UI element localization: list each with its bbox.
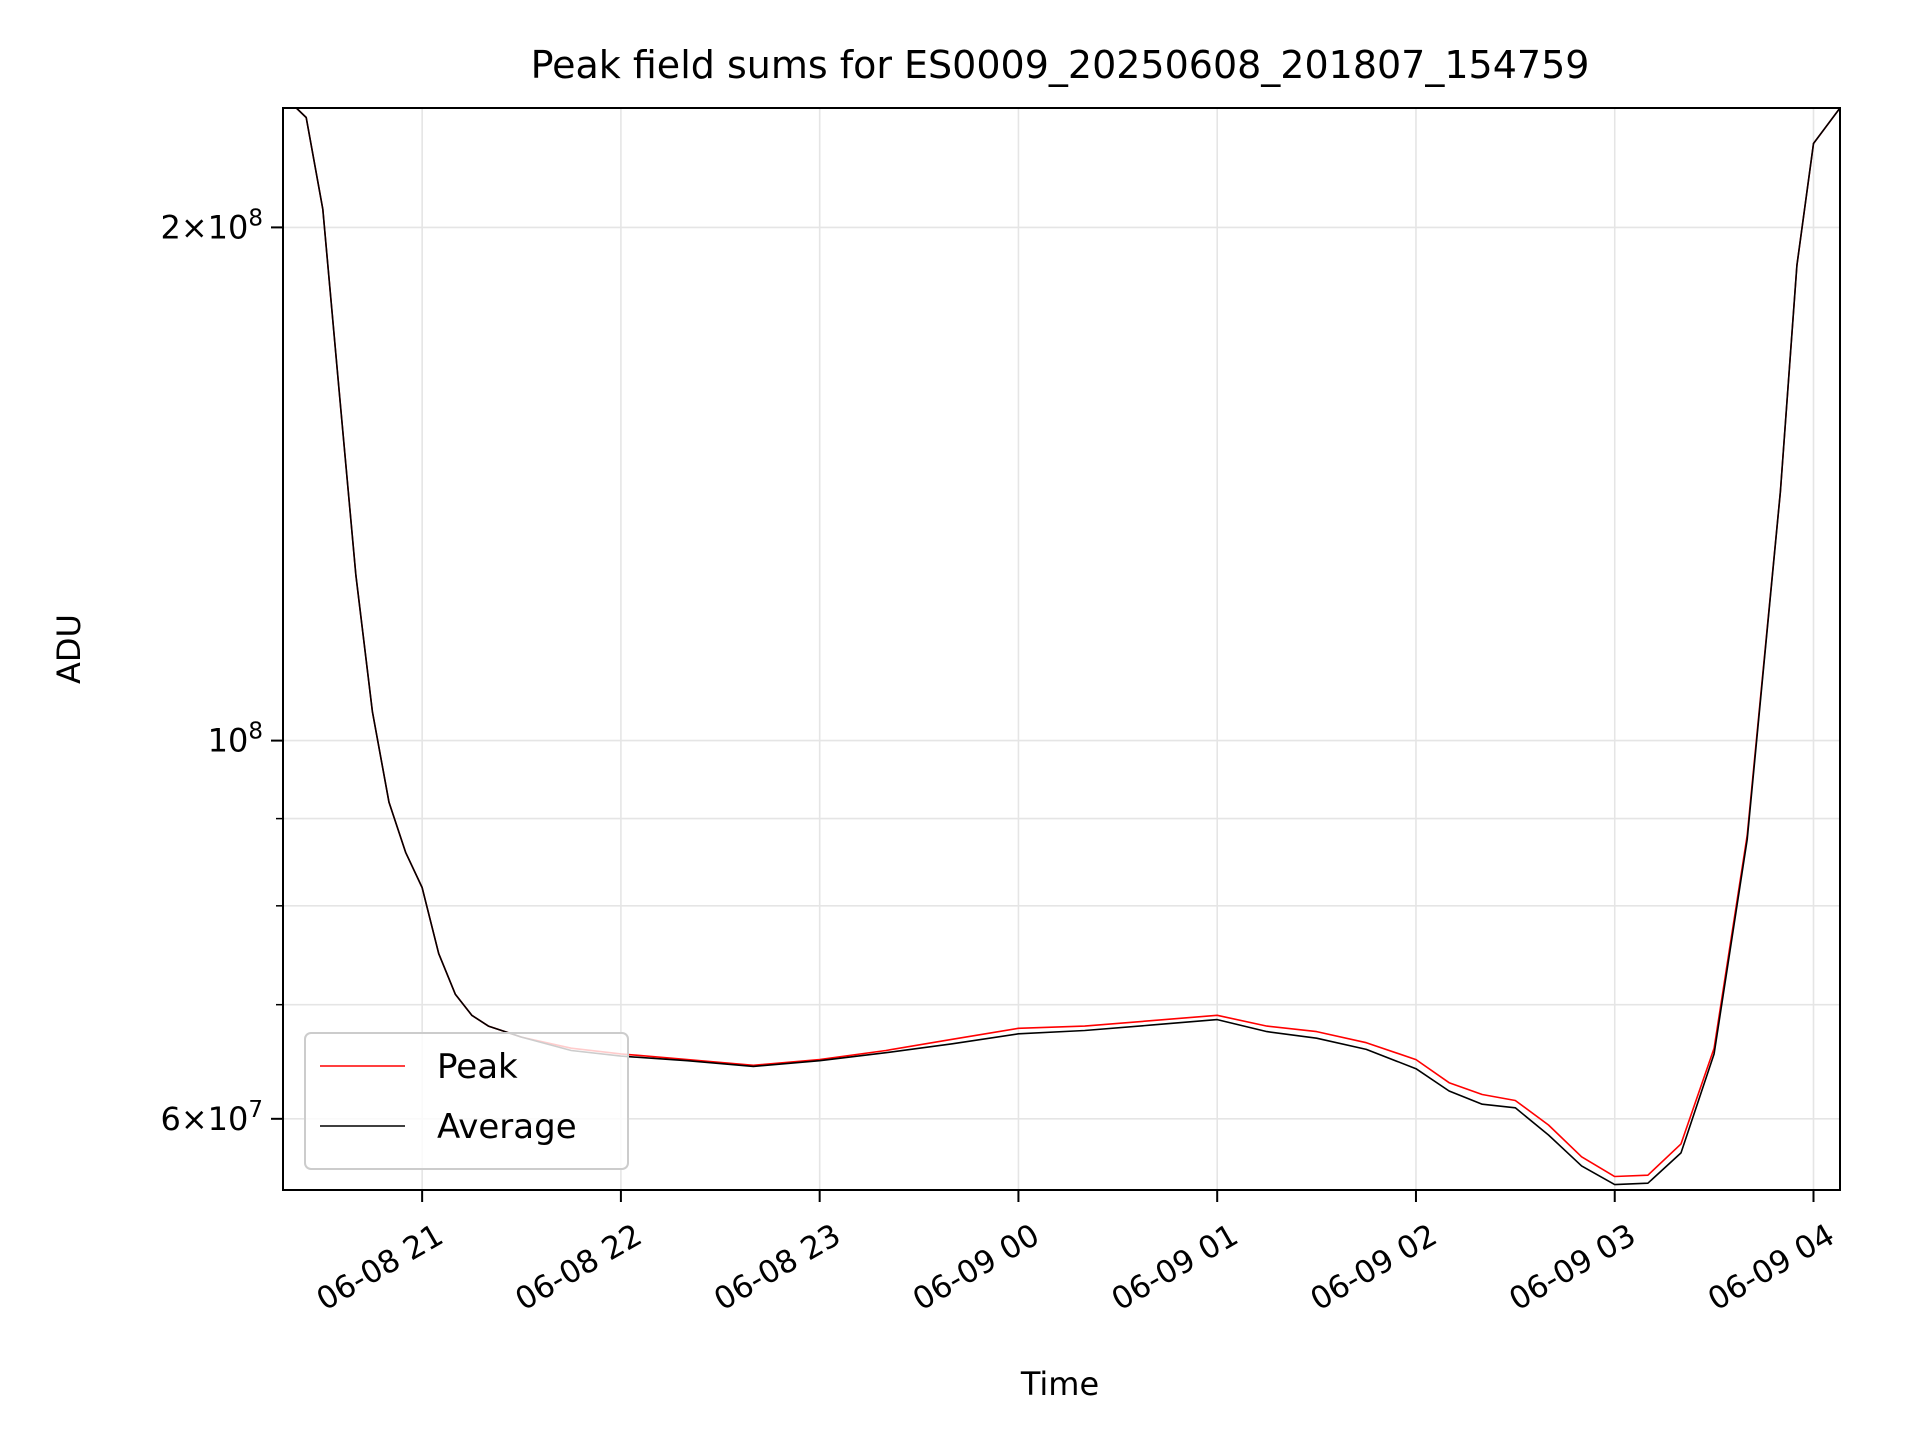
legend-label-peak: Peak	[437, 1047, 518, 1087]
chart-title: Peak field sums for ES0009_20250608_2018…	[531, 43, 1590, 87]
x-axis-label: Time	[1020, 1365, 1099, 1403]
plot-frame	[282, 107, 1841, 1191]
series-line-average	[283, 107, 1841, 1186]
legend-box	[304, 1032, 629, 1170]
legend: Peak Average	[304, 1032, 629, 1170]
y-tick-label: 2×108	[160, 205, 263, 246]
y-axis-label: ADU	[50, 614, 88, 684]
series-lines	[283, 107, 1841, 1186]
y-tick-label: 6×107	[160, 1097, 263, 1138]
legend-label-average: Average	[437, 1107, 577, 1147]
